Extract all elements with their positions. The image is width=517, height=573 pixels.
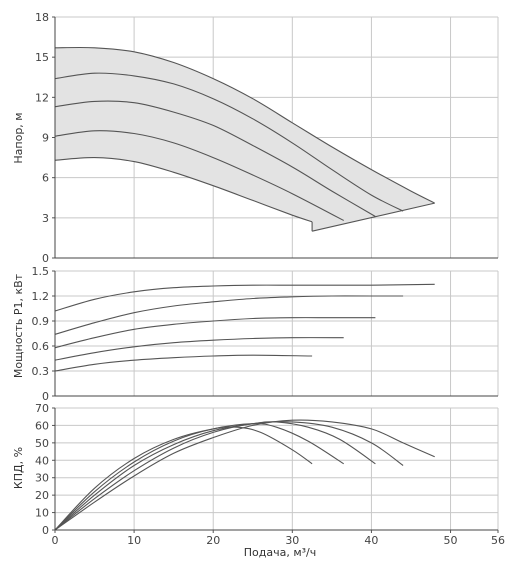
- efficiency-ytick-0: 0: [42, 524, 49, 537]
- efficiency-curve-3: [54, 421, 404, 531]
- flow-axis-title: Подача, м³/ч: [244, 546, 317, 559]
- xtick-5: 50: [444, 534, 458, 547]
- efficiency-ytick-5: 50: [35, 437, 49, 450]
- head-ytick-2: 6: [42, 172, 49, 185]
- head-ytick-3: 9: [42, 132, 49, 145]
- head-min-flow-line: [311, 202, 435, 232]
- xtick-6: 56: [491, 534, 505, 547]
- head-curve-4: [54, 46, 435, 204]
- power-ytick-5: 1.5: [32, 265, 50, 278]
- xtick-1: 10: [127, 534, 141, 547]
- head-curve-2: [54, 100, 376, 217]
- xtick-0: 0: [52, 534, 59, 547]
- efficiency-ytick-3: 30: [35, 472, 49, 485]
- efficiency-curve-4: [54, 419, 435, 531]
- power-ytick-3: 0.9: [32, 315, 50, 328]
- head-envelope-area: [55, 47, 435, 232]
- head-ytick-4: 12: [35, 91, 49, 104]
- xtick-2: 20: [206, 534, 220, 547]
- efficiency-ytick-1: 10: [35, 507, 49, 520]
- head-ytick-1: 3: [42, 212, 49, 225]
- axis-layer: 036912151800.30.60.91.21.501020304050607…: [32, 11, 506, 547]
- head-axis-title: Напор, м: [12, 112, 25, 163]
- fill-layer: [55, 47, 435, 232]
- efficiency-curve-2: [54, 421, 376, 531]
- head-curve-3: [54, 72, 404, 212]
- label-layer: Напор, м Мощность P1, кВт КПД, % Подача,…: [12, 112, 316, 559]
- efficiency-ytick-7: 70: [35, 402, 49, 415]
- head-curve-1: [54, 130, 344, 221]
- power-curve-4: [54, 283, 435, 312]
- xtick-4: 40: [364, 534, 378, 547]
- power-curve-3: [54, 295, 404, 335]
- efficiency-ytick-4: 40: [35, 454, 49, 467]
- power-ytick-2: 0.6: [32, 340, 50, 353]
- power-curve-1: [54, 337, 344, 361]
- efficiency-ytick-2: 20: [35, 489, 49, 502]
- efficiency-curve-1: [54, 423, 344, 531]
- power-ytick-4: 1.2: [32, 290, 50, 303]
- head-ytick-6: 18: [35, 11, 49, 24]
- power-curve-2: [54, 317, 376, 349]
- curve-layer: [54, 46, 435, 531]
- head-ytick-5: 15: [35, 51, 49, 64]
- power-ytick-0: 0: [42, 390, 49, 403]
- head-ytick-0: 0: [42, 252, 49, 265]
- power-ytick-1: 0.3: [32, 365, 50, 378]
- power-curve-0: [54, 354, 313, 372]
- power-axis-title: Мощность P1, кВт: [12, 273, 25, 378]
- efficiency-axis-title: КПД, %: [12, 447, 25, 489]
- head-curve-0: [54, 157, 313, 223]
- xtick-3: 30: [285, 534, 299, 547]
- efficiency-ytick-6: 60: [35, 419, 49, 432]
